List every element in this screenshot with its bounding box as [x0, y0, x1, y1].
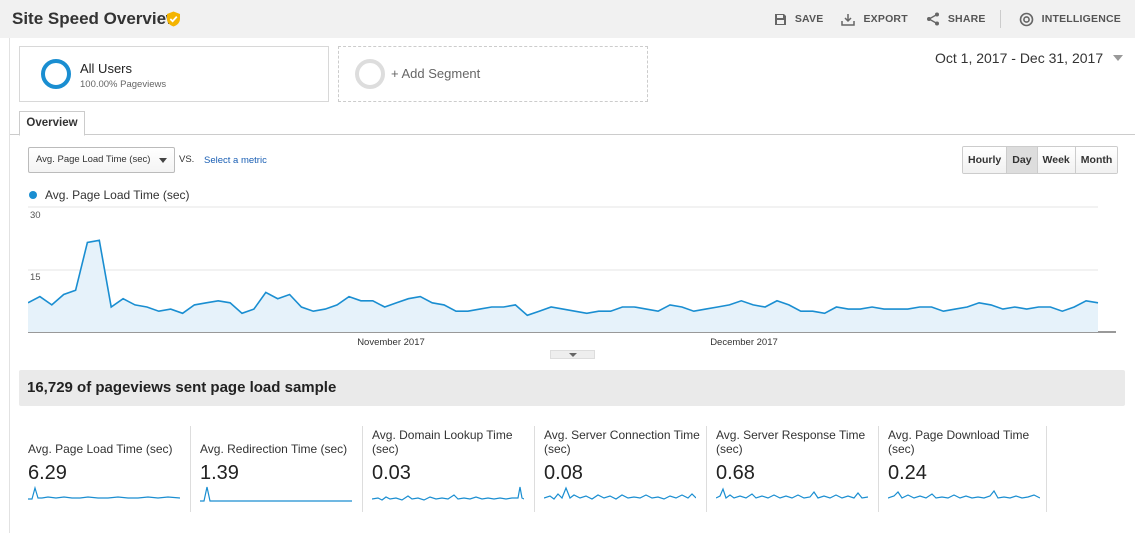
report-actions: SAVE EXPORT SHARE INTELLIGENCE — [756, 0, 1121, 38]
kpi-value: 6.29 — [28, 462, 67, 484]
kpi-server-connection-time[interactable]: Avg. Server Connection Time (sec) 0.08 — [535, 426, 707, 512]
select-metric-link[interactable]: Select a metric — [204, 155, 267, 166]
kpi-value: 0.08 — [544, 462, 583, 484]
share-label: SHARE — [947, 13, 986, 25]
kpi-value: 1.39 — [200, 462, 239, 484]
sparkline-line — [888, 489, 1040, 499]
kpi-sparkline — [28, 486, 180, 500]
legend-dot-icon — [29, 191, 37, 199]
intelligence-label: INTELLIGENCE — [1041, 13, 1121, 25]
kpi-sparkline — [888, 489, 1040, 499]
series-line[interactable] — [28, 239, 1099, 317]
x-tick-label: November 2017 — [357, 337, 425, 348]
chevron-down-icon — [1113, 55, 1124, 61]
save-label: SAVE — [794, 13, 824, 25]
kpi-label: Avg. Server Response Time (sec) — [716, 428, 866, 456]
y-tick-label: 15 — [30, 272, 41, 283]
intelligence-icon — [1019, 12, 1033, 26]
tab-divider — [10, 134, 1135, 135]
chevron-down-icon — [569, 353, 577, 357]
kpi-label: Avg. Redirection Time (sec) — [200, 442, 348, 456]
granularity-toggle: Hourly Day Week Month — [962, 146, 1119, 174]
report-body: All Users 100.00% Pageviews + Add Segmen… — [9, 38, 1135, 533]
sparkline-line — [716, 487, 868, 499]
chart-expand-toggle[interactable] — [550, 350, 595, 359]
kpi-sparkline — [716, 487, 868, 499]
add-segment-label: + Add Segment — [391, 66, 481, 81]
sparkline-line — [28, 486, 180, 500]
share-icon — [926, 12, 939, 26]
sparkline-line — [544, 486, 696, 500]
segment-percentage: 100.00% Pageviews — [80, 79, 167, 90]
kpi-domain-lookup-time[interactable]: Avg. Domain Lookup Time (sec) 0.03 — [363, 426, 535, 512]
kpi-value: 0.24 — [888, 462, 927, 484]
kpi-page-download-time[interactable]: Avg. Page Download Time (sec) 0.24 — [879, 426, 1047, 512]
segment-name: All Users — [80, 61, 133, 76]
export-icon — [841, 13, 856, 26]
vs-label: VS. — [179, 154, 195, 165]
kpi-value: 0.68 — [716, 462, 755, 484]
kpi-row: Avg. Page Load Time (sec) 6.29 Avg. Redi… — [19, 426, 1047, 512]
y-tick-label: 30 — [30, 210, 41, 221]
kpi-sparkline — [200, 486, 352, 502]
date-range-text: Oct 1, 2017 - Dec 31, 2017 — [935, 50, 1104, 66]
kpi-page-load-time[interactable]: Avg. Page Load Time (sec) 6.29 — [19, 426, 191, 512]
kpi-redirection-time[interactable]: Avg. Redirection Time (sec) 1.39 — [191, 426, 363, 512]
metric-select[interactable]: Avg. Page Load Time (sec) — [28, 147, 175, 173]
sparkline-line — [200, 486, 352, 502]
granularity-day-button[interactable]: Day — [1006, 147, 1037, 173]
empty-segment-ring-icon — [355, 59, 385, 89]
share-button[interactable]: SHARE — [926, 12, 986, 26]
granularity-hourly-button[interactable]: Hourly — [963, 147, 1007, 173]
legend-series-name: Avg. Page Load Time (sec) — [45, 188, 190, 202]
add-segment-button[interactable]: + Add Segment — [338, 46, 648, 102]
kpi-label: Avg. Server Connection Time (sec) — [544, 428, 700, 456]
sample-summary-text: 16,729 of pageviews sent page load sampl… — [27, 379, 337, 396]
kpi-label: Avg. Domain Lookup Time (sec) — [372, 428, 513, 456]
sample-summary-bar: 16,729 of pageviews sent page load sampl… — [19, 370, 1125, 406]
actions-divider — [999, 10, 1001, 28]
chevron-down-icon — [159, 158, 167, 163]
kpi-label: Avg. Page Download Time (sec) — [888, 428, 1030, 456]
granularity-month-button[interactable]: Month — [1074, 147, 1118, 173]
kpi-server-response-time[interactable]: Avg. Server Response Time (sec) 0.68 — [707, 426, 879, 512]
chart-legend: Avg. Page Load Time (sec) — [29, 188, 190, 202]
sparkline-line — [372, 486, 524, 501]
kpi-label: Avg. Page Load Time (sec) — [28, 442, 173, 456]
save-icon — [774, 13, 786, 25]
metric-select-value: Avg. Page Load Time (sec) — [36, 154, 151, 165]
save-button[interactable]: SAVE — [774, 13, 824, 26]
granularity-week-button[interactable]: Week — [1036, 147, 1075, 173]
kpi-sparkline — [372, 486, 524, 501]
export-label: EXPORT — [863, 13, 908, 25]
tab-overview[interactable]: Overview — [19, 111, 85, 136]
x-tick-label: December 2017 — [710, 337, 778, 348]
verified-badge-icon — [167, 11, 180, 27]
series-area — [28, 240, 1098, 332]
segment-ring-icon — [41, 59, 71, 89]
intelligence-button[interactable]: INTELLIGENCE — [1019, 12, 1121, 27]
kpi-sparkline — [544, 486, 696, 500]
date-range-picker[interactable]: Oct 1, 2017 - Dec 31, 2017 — [935, 50, 1124, 66]
kpi-value: 0.03 — [372, 462, 411, 484]
page-load-time-chart: 30 15 November 2017 December 2017 — [28, 206, 1116, 348]
export-button[interactable]: EXPORT — [841, 13, 908, 26]
page-title: Site Speed Overview — [12, 9, 180, 28]
top-bar: Site Speed Overview SAVE EXPORT SHARE IN… — [0, 0, 1135, 38]
segment-all-users[interactable]: All Users 100.00% Pageviews — [19, 46, 329, 102]
